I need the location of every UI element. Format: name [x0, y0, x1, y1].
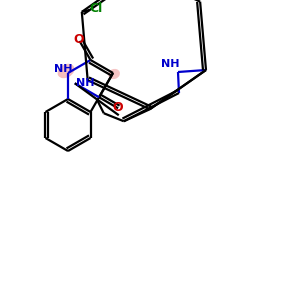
- Text: O: O: [73, 33, 84, 46]
- Text: NH: NH: [54, 64, 72, 74]
- Text: NH: NH: [161, 59, 179, 69]
- Ellipse shape: [58, 64, 74, 78]
- Ellipse shape: [108, 69, 120, 79]
- Text: O: O: [113, 101, 123, 114]
- Text: Cl: Cl: [89, 2, 102, 15]
- Text: NH: NH: [76, 78, 94, 88]
